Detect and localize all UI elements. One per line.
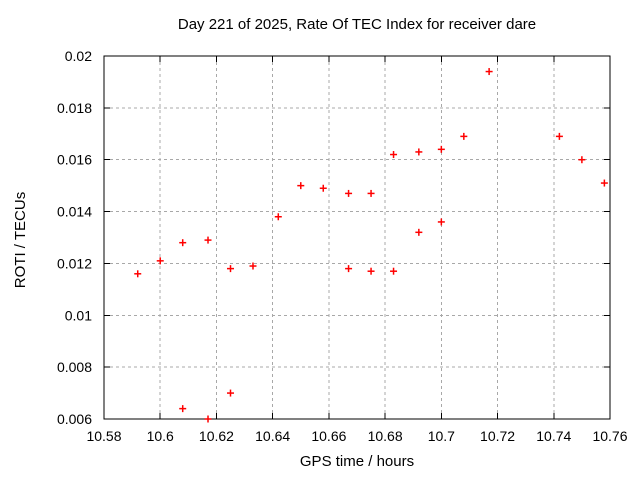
y-tick-label: 0.01 xyxy=(65,307,92,323)
y-tick-label: 0.018 xyxy=(57,100,92,116)
x-tick-label: 10.58 xyxy=(86,428,121,444)
y-tick-label: 0.02 xyxy=(65,48,92,64)
data-point xyxy=(367,267,375,275)
x-tick-label: 10.68 xyxy=(368,428,403,444)
data-point xyxy=(460,132,468,140)
data-point xyxy=(204,236,212,244)
data-point xyxy=(204,415,212,423)
x-axis-label: GPS time / hours xyxy=(299,453,415,470)
data-point xyxy=(415,228,423,236)
data-point xyxy=(319,184,327,192)
data-point xyxy=(437,218,445,226)
y-tick-label: 0.014 xyxy=(57,204,92,220)
data-point xyxy=(297,182,305,190)
data-point xyxy=(485,68,493,76)
plot-frame xyxy=(103,55,611,420)
data-point xyxy=(415,148,423,156)
data-point xyxy=(600,179,608,187)
data-point xyxy=(367,189,375,197)
data-point xyxy=(390,151,398,159)
data-point xyxy=(179,405,187,413)
x-tick-label: 10.72 xyxy=(480,428,515,444)
x-tick-label: 10.62 xyxy=(199,428,234,444)
x-tick-label: 10.66 xyxy=(311,428,346,444)
data-point xyxy=(390,267,398,275)
y-tick-label: 0.012 xyxy=(57,255,92,271)
x-tick-label: 10.74 xyxy=(536,428,571,444)
data-point xyxy=(156,257,164,265)
data-point xyxy=(345,265,353,273)
y-tick-label: 0.008 xyxy=(57,359,92,375)
data-point xyxy=(274,213,282,221)
x-tick-label: 10.76 xyxy=(592,428,627,444)
data-point xyxy=(437,145,445,153)
x-tick-label: 10.64 xyxy=(255,428,290,444)
chart-title: Day 221 of 2025, Rate Of TEC Index for r… xyxy=(177,16,537,33)
data-point xyxy=(345,189,353,197)
x-tick-label: 10.6 xyxy=(147,428,174,444)
y-tick-label: 0.006 xyxy=(57,411,92,427)
y-tick-label: 0.016 xyxy=(57,152,92,168)
data-point xyxy=(249,262,257,270)
data-point xyxy=(134,270,142,278)
data-point xyxy=(179,239,187,247)
x-tick-label: 10.7 xyxy=(428,428,455,444)
data-point xyxy=(578,156,586,164)
data-point xyxy=(555,132,563,140)
data-point xyxy=(227,265,234,273)
data-point xyxy=(227,389,234,397)
